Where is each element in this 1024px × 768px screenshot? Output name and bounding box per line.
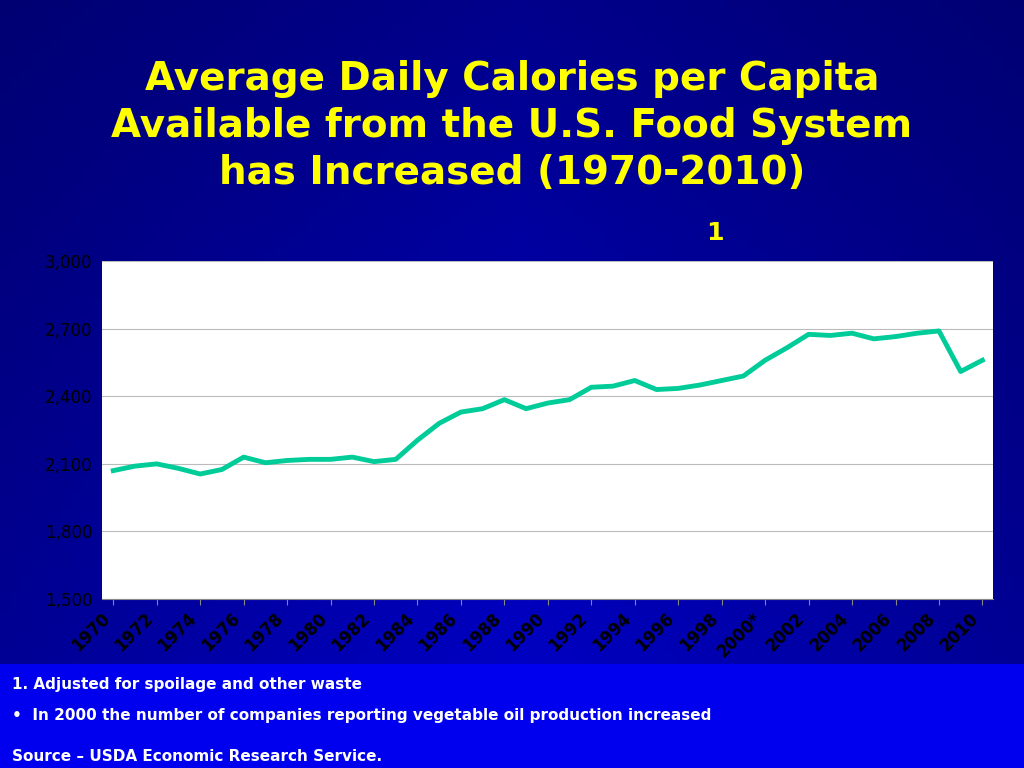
Text: 1: 1 xyxy=(707,221,724,246)
Text: 1. Adjusted for spoilage and other waste: 1. Adjusted for spoilage and other waste xyxy=(12,677,362,692)
Text: Average Daily Calories per Capita
Available from the U.S. Food System
has Increa: Average Daily Calories per Capita Availa… xyxy=(112,60,912,192)
Text: Source – USDA Economic Research Service.: Source – USDA Economic Research Service. xyxy=(12,750,382,764)
Text: •  In 2000 the number of companies reporting vegetable oil production increased: • In 2000 the number of companies report… xyxy=(12,708,712,723)
